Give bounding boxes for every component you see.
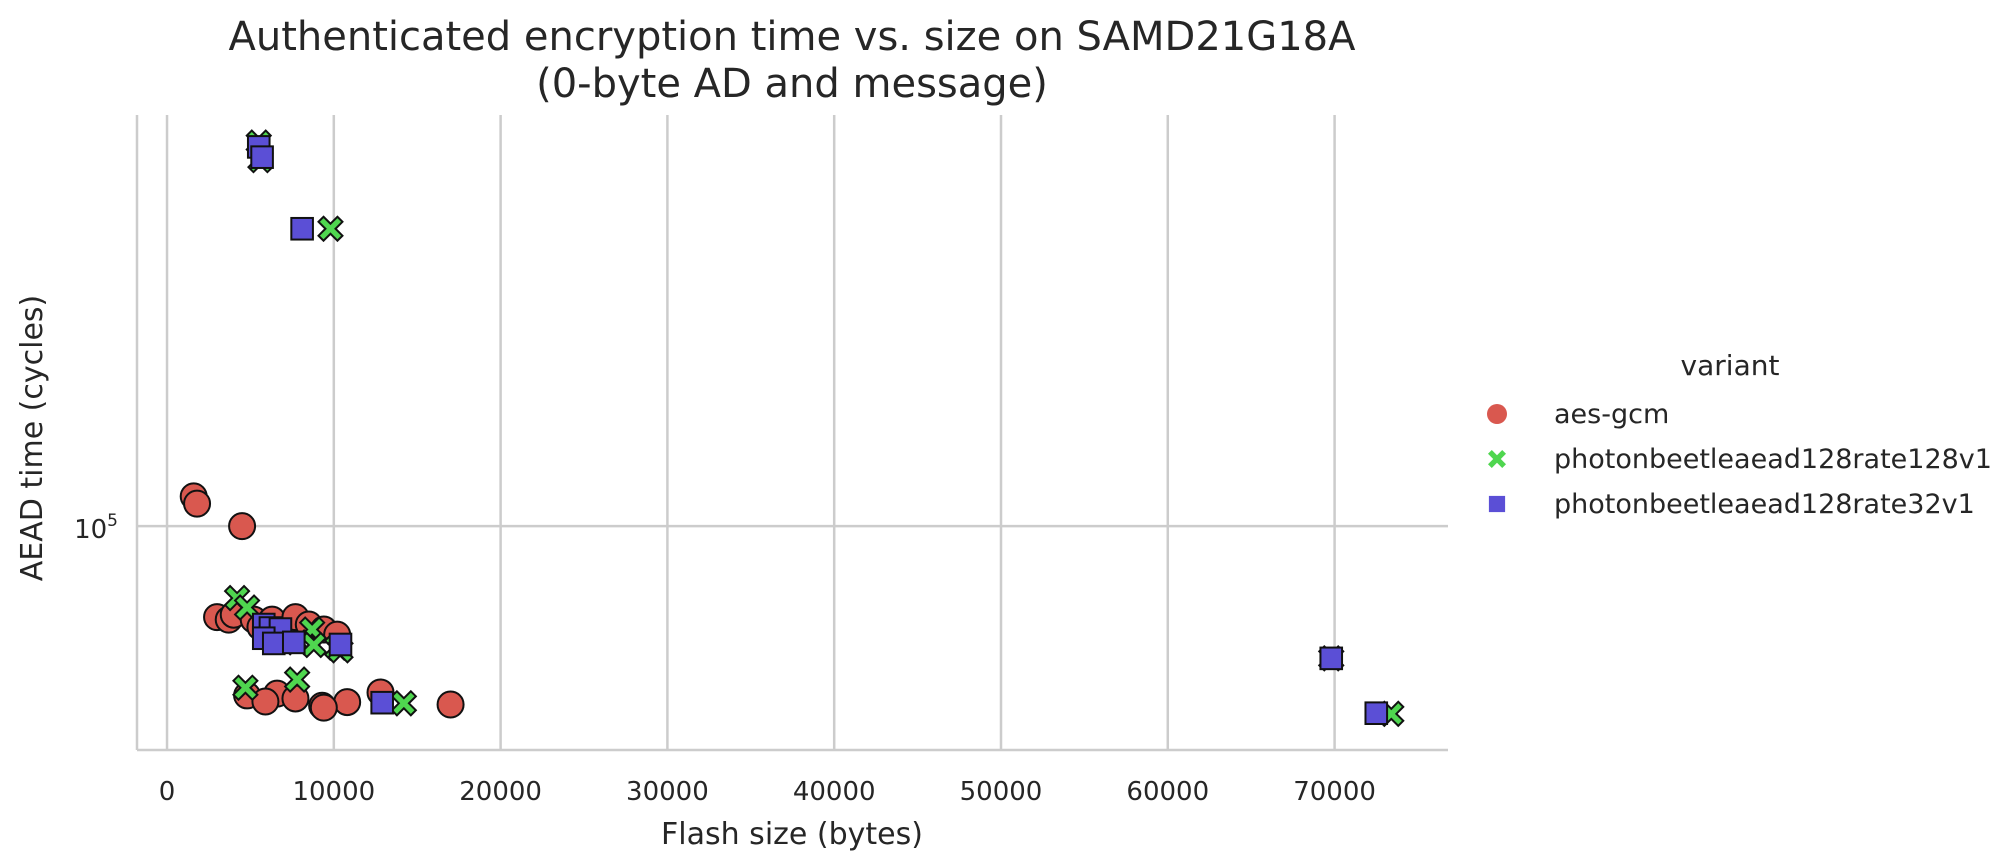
x-data-point — [232, 674, 259, 702]
legend-title: variant — [1681, 349, 1780, 382]
axes — [135, 115, 1448, 752]
circle-data-point — [183, 489, 212, 518]
data-points — [179, 129, 1405, 728]
circle-data-point — [228, 512, 257, 541]
x-data-point — [317, 215, 344, 243]
x-tick-label: 40000 — [793, 777, 876, 807]
y-tick-labels: 105 — [74, 511, 118, 545]
chart-title-line2: (0-byte AD and message) — [536, 61, 1048, 107]
circle-data-point — [251, 687, 280, 716]
square-data-point — [370, 690, 394, 715]
circle-data-point — [333, 688, 362, 717]
legend-marker-square — [1488, 495, 1506, 513]
square-data-point — [1319, 646, 1344, 671]
square-data-point — [1364, 701, 1389, 725]
chart-title-line1: Authenticated encryption time vs. size o… — [228, 14, 1356, 60]
x-tick-label: 50000 — [960, 777, 1043, 807]
square-data-point — [250, 145, 274, 169]
x-tick-label: 0 — [159, 777, 176, 807]
x-axis-label: Flash size (bytes) — [661, 817, 923, 852]
x-tick-labels: 0 10000 20000 30000 40000 50000 60000 70000 — [159, 777, 1376, 807]
legend-label: photonbeetleaead128rate128v1 — [1554, 444, 1992, 475]
x-tick-label: 30000 — [626, 777, 709, 807]
x-tick-label: 60000 — [1126, 777, 1209, 807]
y-tick-label: 105 — [74, 511, 118, 545]
circle-data-point — [436, 690, 465, 719]
x-tick-label: 10000 — [292, 777, 375, 807]
x-data-point — [390, 689, 418, 717]
square-data-point — [261, 631, 286, 656]
square-data-point — [328, 632, 353, 657]
square-data-point — [281, 630, 306, 655]
x-data-point — [283, 666, 311, 694]
legend-label: aes-gcm — [1554, 399, 1669, 430]
legend-marker-circle — [1487, 404, 1507, 424]
legend-marker-x — [1488, 450, 1506, 468]
square-data-point — [290, 216, 314, 241]
circle-data-point — [309, 693, 338, 722]
legend-label: photonbeetleaead128rate32v1 — [1554, 489, 1975, 520]
y-axis-label: AEAD time (cycles) — [15, 295, 50, 582]
x-tick-label: 70000 — [1293, 777, 1376, 807]
legend: variant aes-gcm photonbeetleaead128rate12… — [1487, 349, 1992, 520]
x-data-point — [300, 631, 328, 659]
x-tick-label: 20000 — [459, 777, 542, 807]
